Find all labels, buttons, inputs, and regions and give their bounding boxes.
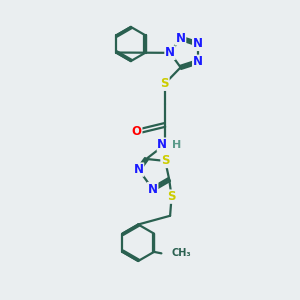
Text: S: S	[161, 154, 170, 167]
Text: N: N	[193, 37, 203, 50]
Text: N: N	[165, 46, 175, 59]
Text: N: N	[193, 55, 203, 68]
Text: O: O	[132, 125, 142, 138]
Text: N: N	[148, 183, 158, 196]
Text: S: S	[167, 190, 176, 203]
Text: N: N	[176, 32, 186, 45]
Text: N: N	[134, 163, 144, 176]
Text: S: S	[160, 77, 169, 90]
Text: H: H	[172, 140, 182, 150]
Text: N: N	[158, 138, 167, 151]
Text: CH₃: CH₃	[172, 248, 191, 258]
